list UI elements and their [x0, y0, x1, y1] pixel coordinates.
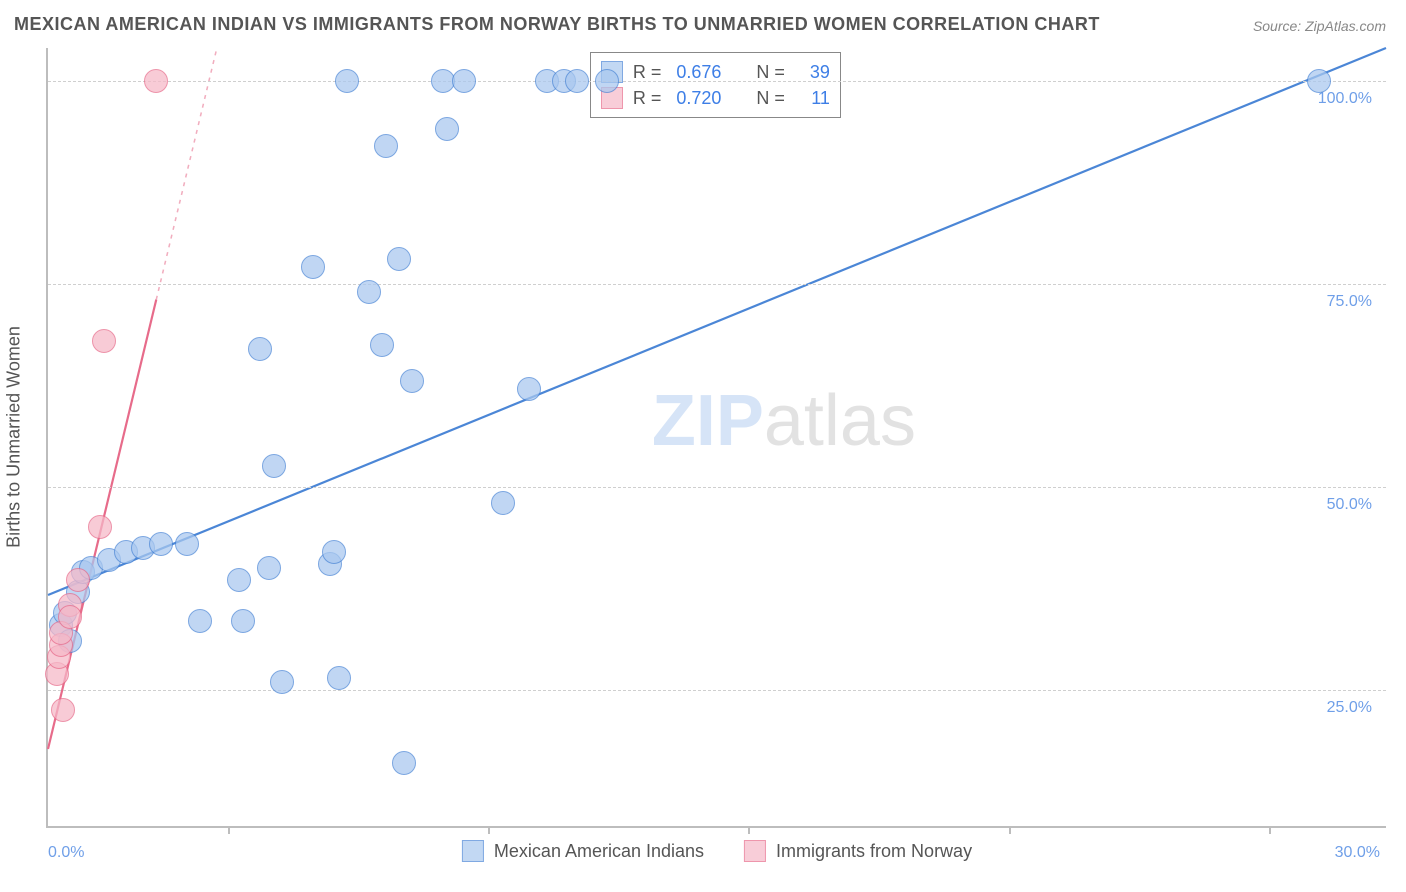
data-point-nor: [92, 329, 116, 353]
source-label: Source: ZipAtlas.com: [1253, 18, 1386, 34]
legend-series-item-nor: Immigrants from Norway: [744, 840, 972, 862]
data-point-nor: [88, 515, 112, 539]
gridline: [48, 487, 1386, 488]
data-point-mex: [301, 255, 325, 279]
legend-swatch: [744, 840, 766, 862]
x-label-max: 30.0%: [1335, 844, 1380, 862]
data-point-nor: [58, 605, 82, 629]
legend-series-label: Immigrants from Norway: [776, 841, 972, 862]
legend-n-value: 11: [800, 85, 830, 111]
y-tick-label: 100.0%: [1318, 90, 1372, 108]
data-point-mex: [270, 670, 294, 694]
data-point-mex: [565, 69, 589, 93]
legend-stats-row-nor: R = 0.720 N = 11: [601, 85, 830, 111]
data-point-mex: [257, 556, 281, 580]
watermark-atlas: atlas: [764, 381, 916, 461]
watermark-zip: ZIP: [652, 381, 764, 461]
data-point-mex: [370, 333, 394, 357]
x-tick: [1009, 826, 1011, 834]
data-point-mex: [248, 337, 272, 361]
data-point-nor: [66, 568, 90, 592]
data-point-mex: [149, 532, 173, 556]
regression-lines: [48, 48, 1386, 826]
legend-series-item-mex: Mexican American Indians: [462, 840, 704, 862]
x-tick: [1269, 826, 1271, 834]
legend-r-label: R =: [633, 85, 667, 111]
data-point-mex: [387, 247, 411, 271]
data-point-mex: [595, 69, 619, 93]
x-label-min: 0.0%: [48, 844, 84, 862]
data-point-mex: [1307, 69, 1331, 93]
data-point-mex: [431, 69, 455, 93]
watermark: ZIPatlas: [652, 380, 916, 462]
data-point-mex: [231, 609, 255, 633]
data-point-mex: [262, 454, 286, 478]
data-point-mex: [322, 540, 346, 564]
data-point-mex: [357, 280, 381, 304]
legend-r-value: 0.720: [676, 85, 736, 111]
data-point-mex: [175, 532, 199, 556]
gridline: [48, 690, 1386, 691]
legend-series-label: Mexican American Indians: [494, 841, 704, 862]
y-tick-label: 25.0%: [1327, 699, 1372, 717]
data-point-nor: [144, 69, 168, 93]
gridline: [48, 284, 1386, 285]
legend-swatch: [462, 840, 484, 862]
y-tick-label: 75.0%: [1327, 293, 1372, 311]
x-tick: [228, 826, 230, 834]
y-tick-label: 50.0%: [1327, 496, 1372, 514]
data-point-mex: [452, 69, 476, 93]
chart-title: MEXICAN AMERICAN INDIAN VS IMMIGRANTS FR…: [14, 14, 1100, 35]
data-point-mex: [374, 134, 398, 158]
legend-series: Mexican American Indians Immigrants from …: [462, 840, 972, 862]
data-point-nor: [51, 698, 75, 722]
x-tick: [488, 826, 490, 834]
gridline: [48, 81, 1386, 82]
y-axis-title: Births to Unmarried Women: [4, 326, 25, 548]
data-point-mex: [227, 568, 251, 592]
legend-n-label: N =: [746, 85, 790, 111]
data-point-mex: [335, 69, 359, 93]
plot-area: Births to Unmarried Women ZIPatlas R = 0…: [46, 48, 1386, 828]
data-point-mex: [435, 117, 459, 141]
data-point-mex: [188, 609, 212, 633]
data-point-mex: [392, 751, 416, 775]
data-point-mex: [327, 666, 351, 690]
data-point-mex: [400, 369, 424, 393]
data-point-mex: [517, 377, 541, 401]
x-tick: [748, 826, 750, 834]
data-point-mex: [491, 491, 515, 515]
regression-mex-solid: [48, 48, 1386, 595]
legend-stats: R = 0.676 N = 39R = 0.720 N = 11: [590, 52, 841, 118]
